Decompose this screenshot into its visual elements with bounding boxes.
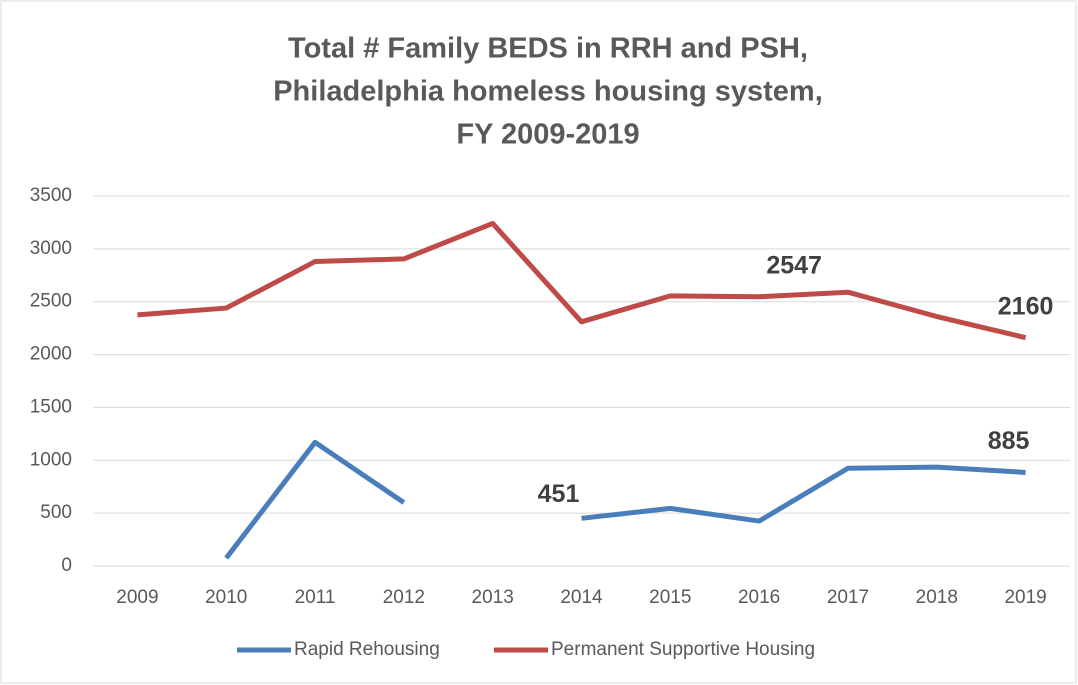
x-tick-label: 2018 <box>916 587 958 608</box>
data-label: 2160 <box>998 292 1054 320</box>
y-tick-label: 0 <box>61 555 72 576</box>
y-tick-label: 3500 <box>30 185 72 206</box>
chart-title: FY 2009-2019 <box>456 119 639 151</box>
series-line <box>581 464 1026 524</box>
y-tick-label: 1500 <box>30 396 72 417</box>
x-tick-label: 2016 <box>738 587 780 608</box>
x-tick-label: 2019 <box>1004 587 1046 608</box>
x-tick-label: 2009 <box>116 587 158 608</box>
y-tick-label: 2000 <box>30 344 72 365</box>
x-tick-label: 2014 <box>560 587 603 608</box>
data-label: 2547 <box>766 251 822 279</box>
y-tick-label: 2500 <box>30 291 72 312</box>
y-tick-label: 1000 <box>30 449 72 470</box>
series-line <box>224 439 406 560</box>
y-tick-label: 3000 <box>30 238 72 259</box>
legend-label: Permanent Supportive Housing <box>551 639 815 660</box>
x-tick-label: 2015 <box>649 587 691 608</box>
data-label: 451 <box>538 480 580 508</box>
x-tick-label: 2011 <box>295 587 336 608</box>
chart-title: Philadelphia homeless housing system, <box>273 76 823 108</box>
x-tick-label: 2012 <box>383 587 425 608</box>
x-tick-label: 2017 <box>827 587 869 608</box>
chart-title: Total # Family BEDS in RRH and PSH, <box>288 33 808 65</box>
legend-label: Rapid Rehousing <box>294 639 440 660</box>
series-line <box>137 220 1027 341</box>
x-tick-label: 2010 <box>205 587 247 608</box>
y-tick-label: 500 <box>40 502 72 523</box>
data-label: 885 <box>988 427 1030 455</box>
x-tick-label: 2013 <box>472 587 514 608</box>
